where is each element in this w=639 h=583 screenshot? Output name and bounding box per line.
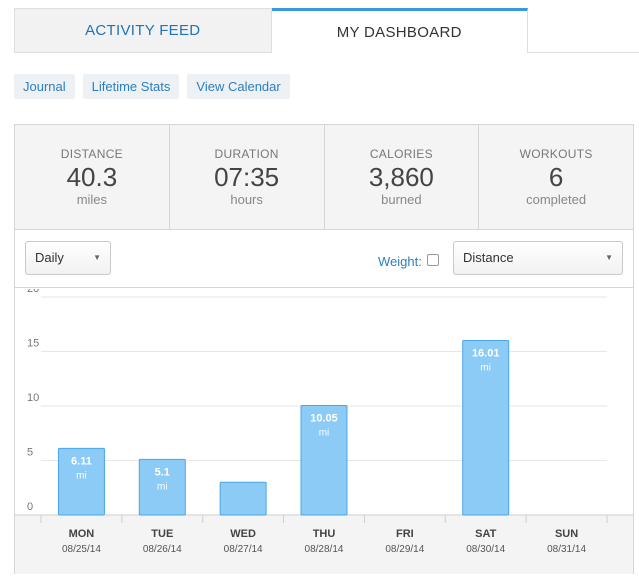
stat-value: 40.3 — [66, 162, 118, 192]
x-day-label: FRI — [396, 528, 414, 540]
x-day-label: WED — [230, 528, 256, 540]
bar-unit-label: mi — [480, 362, 491, 373]
stat-value: 6 — [548, 162, 564, 192]
stat-label: DISTANCE — [60, 147, 123, 161]
bar — [219, 481, 267, 516]
y-tick-label: 20 — [27, 289, 39, 295]
lifetime-stats-link[interactable]: Lifetime Stats — [82, 74, 180, 99]
stat-duration: DURATION 07:35 hours — [170, 125, 325, 229]
chevron-down-icon: ▼ — [605, 253, 613, 262]
x-date-label: 08/30/14 — [466, 544, 505, 555]
stat-label: DURATION — [214, 147, 279, 161]
chevron-down-icon: ▼ — [93, 253, 101, 262]
x-date-label: 08/26/14 — [143, 544, 182, 555]
stat-label: WORKOUTS — [519, 147, 593, 161]
bar-value-label: 10.05 — [310, 412, 338, 424]
stat-value: 3,860 — [368, 162, 434, 192]
x-date-label: 08/29/14 — [385, 544, 424, 555]
dashboard-links: Journal Lifetime Stats View Calendar — [14, 74, 290, 99]
x-day-label: SUN — [555, 528, 578, 540]
bar — [462, 339, 510, 516]
y-tick-label: 0 — [27, 501, 33, 513]
journal-link[interactable]: Journal — [14, 74, 75, 99]
weight-label: Weight: — [378, 254, 422, 269]
summary-stats: DISTANCE 40.3 miles DURATION 07:35 hours… — [15, 125, 633, 230]
bar-value-label: 5.1 — [155, 466, 170, 478]
x-day-label: SAT — [475, 528, 496, 540]
bar — [138, 458, 186, 516]
bar — [300, 404, 348, 516]
x-day-label: TUE — [151, 528, 173, 540]
dashboard-panel: DISTANCE 40.3 miles DURATION 07:35 hours… — [14, 124, 634, 574]
stat-unit: completed — [526, 192, 587, 207]
bar-chart-svg: 0 5 10 15 20 6.11 mi MON 08/25/14 5.1 mi TUE 08/26/1… — [15, 283, 633, 574]
stat-unit: hours — [230, 192, 263, 207]
tabs-divider — [528, 52, 639, 53]
stat-distance: DISTANCE 40.3 miles — [15, 125, 170, 229]
x-date-label: 08/28/14 — [305, 544, 344, 555]
bar-unit-label: mi — [76, 470, 87, 481]
y-tick-label: 15 — [27, 338, 39, 350]
stat-calories: CALORIES 3,860 burned — [325, 125, 480, 229]
x-axis-band — [15, 515, 633, 574]
x-date-label: 08/31/14 — [547, 544, 586, 555]
metric-select[interactable]: Distance ▼ — [453, 241, 623, 275]
dashboard-tabs: ACTIVITY FEED MY DASHBOARD — [14, 8, 528, 53]
metric-select-value: Distance — [463, 250, 514, 265]
bar-value-label: 16.01 — [472, 347, 500, 359]
stat-workouts: WORKOUTS 6 completed — [479, 125, 633, 229]
period-select[interactable]: Daily ▼ — [25, 241, 111, 275]
distance-chart: 0 5 10 15 20 6.11 mi MON 08/25/14 5.1 mi TUE 08/26/1… — [15, 283, 633, 574]
tab-my-dashboard[interactable]: MY DASHBOARD — [271, 8, 528, 53]
tab-activity-feed[interactable]: ACTIVITY FEED — [14, 8, 272, 53]
weight-checkbox[interactable] — [426, 253, 439, 266]
x-day-label: MON — [69, 528, 95, 540]
stat-unit: miles — [76, 192, 108, 207]
stat-value: 07:35 — [214, 162, 280, 192]
stat-unit: burned — [381, 192, 422, 207]
x-date-label: 08/27/14 — [224, 544, 263, 555]
x-date-label: 08/25/14 — [62, 544, 101, 555]
y-tick-label: 5 — [27, 447, 33, 459]
period-select-value: Daily — [35, 250, 64, 265]
bar — [57, 447, 105, 516]
view-calendar-link[interactable]: View Calendar — [187, 74, 290, 99]
stat-label: CALORIES — [369, 147, 433, 161]
x-day-label: THU — [313, 528, 336, 540]
chart-controls: Daily ▼ Weight: Distance ▼ — [15, 230, 633, 288]
weight-toggle: Weight: — [378, 253, 439, 269]
y-tick-label: 10 — [27, 392, 39, 404]
bar-value-label: 6.11 — [71, 455, 92, 467]
bar-unit-label: mi — [157, 481, 168, 492]
bar-unit-label: mi — [319, 427, 330, 438]
